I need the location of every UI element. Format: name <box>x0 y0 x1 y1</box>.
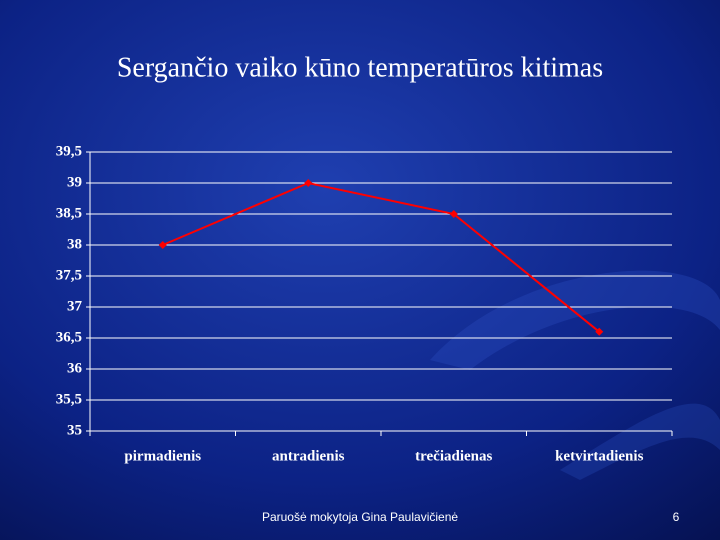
y-tick-label: 36,5 <box>56 329 82 345</box>
y-tick-label: 39 <box>67 174 82 190</box>
y-tick-label: 38 <box>67 236 82 252</box>
y-tick-label: 37,5 <box>56 267 82 283</box>
decor-swirl <box>560 403 720 480</box>
y-tick-label: 36 <box>67 360 83 376</box>
x-tick-label: ketvirtadienis <box>555 448 643 464</box>
footer: Paruošė mokytoja Gina Paulavičienė <box>262 510 458 524</box>
y-tick-label: 35 <box>67 422 82 438</box>
x-tick-label: pirmadienis <box>124 448 201 464</box>
marker <box>158 241 167 249</box>
y-tick-label: 38,5 <box>56 205 82 221</box>
y-tick-label: 35,5 <box>56 391 82 407</box>
marker <box>449 210 458 218</box>
x-tick-label: trečiadienas <box>415 448 492 464</box>
decor-swirl <box>430 270 720 370</box>
x-tick-label: antradienis <box>272 448 345 464</box>
y-tick-label: 39,5 <box>56 143 82 159</box>
line <box>162 181 600 333</box>
marker <box>304 179 313 187</box>
chart-title: Sergančio vaiko kūno temperatūros kitima… <box>117 52 603 83</box>
page-number: 6 <box>673 510 680 524</box>
y-tick-label: 37 <box>67 298 83 314</box>
marker <box>595 327 604 336</box>
